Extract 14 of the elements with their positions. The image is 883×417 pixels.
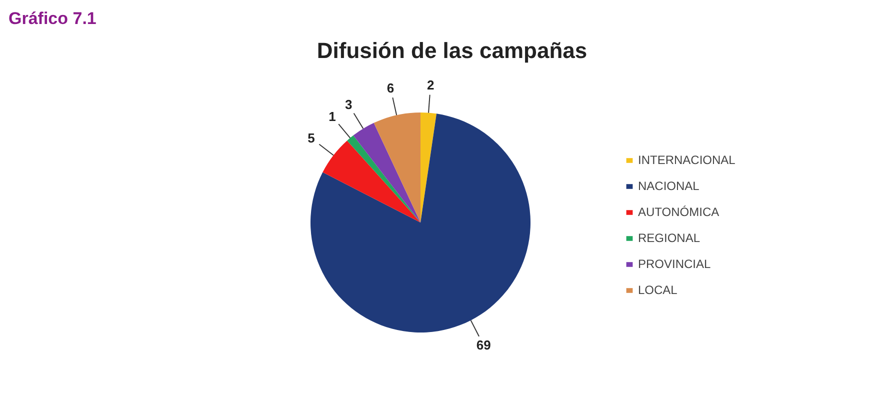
legend-label: LOCAL: [638, 283, 678, 297]
data-label: 2: [426, 77, 434, 92]
chart-title: Difusión de las campañas: [316, 38, 588, 63]
legend-label: NACIONAL: [638, 179, 700, 193]
legend-label: AUTONÓMICA: [638, 205, 720, 219]
data-label: 1: [328, 108, 336, 124]
legend-label: INTERNACIONAL: [638, 153, 736, 167]
text: Gráfico 7.1: [8, 9, 96, 28]
data-label: 3: [344, 97, 352, 112]
data-label: 69: [476, 338, 491, 353]
legend-label: REGIONAL: [638, 231, 700, 245]
data-label: 6: [386, 80, 394, 96]
legend-label: PROVINCIAL: [638, 257, 711, 271]
data-label: 5: [308, 130, 315, 146]
